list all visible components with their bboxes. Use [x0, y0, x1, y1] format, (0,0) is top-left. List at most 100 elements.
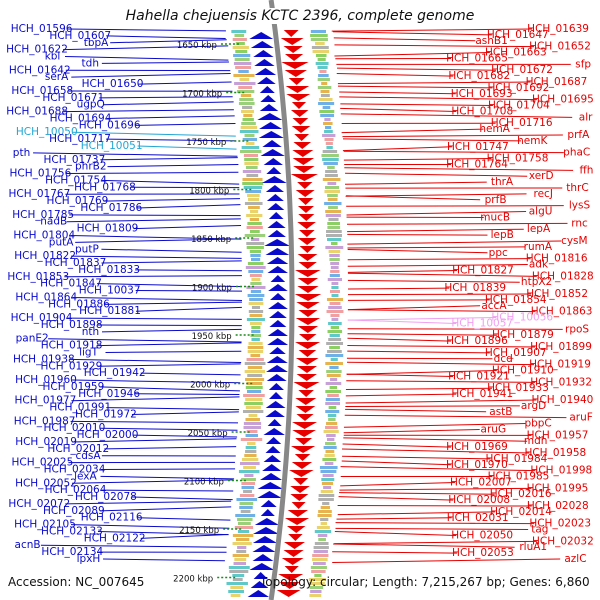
gene-label-hch-01933: HCH_01933: [487, 382, 549, 394]
gene-leader-line: [67, 28, 226, 32]
gene-label-aruf: aruF: [569, 412, 592, 424]
reverse-gene-arrow: [297, 182, 313, 189]
gene-label-hch-01827: HCH_01827: [452, 264, 514, 276]
forward-gene-arrow: [259, 104, 279, 111]
gene-leader-line: [135, 393, 240, 395]
reverse-gene-arrow: [292, 150, 314, 157]
feature-block: [247, 294, 265, 297]
gene-label-ffh: ffh: [579, 164, 593, 176]
gene-label-hch-01717: HCH_01717: [49, 133, 111, 145]
gene-leader-line: [345, 181, 487, 185]
feature-block: [328, 218, 339, 221]
gene-leader-line: [340, 113, 573, 118]
kbp-tick-label: 2150 kbp: [179, 526, 219, 536]
feature-block: [241, 110, 254, 113]
gene-label-hch-01754: HCH_01754: [45, 174, 107, 186]
feature-block: [329, 386, 338, 389]
feature-block: [318, 498, 334, 501]
gene-leader-line: [347, 264, 528, 267]
kbp-tick-label: 1700 kbp: [182, 90, 222, 100]
forward-gene-arrow: [247, 590, 270, 597]
feature-block: [319, 110, 335, 113]
gene-leader-line: [137, 517, 231, 521]
feature-block: [310, 34, 328, 37]
gene-label-hch-01696: HCH_01696: [79, 119, 141, 131]
feature-block: [245, 266, 266, 269]
gene-label-hch-01692: HCH_01692: [488, 82, 550, 94]
gene-label-hch-02050: HCH_02050: [451, 529, 513, 541]
gene-leader-line: [63, 109, 234, 113]
feature-block: [243, 466, 256, 469]
feature-block: [229, 570, 249, 573]
gene-label-prfa: prfA: [567, 129, 590, 141]
gene-leader-line: [75, 238, 242, 243]
gene-leader-line: [347, 328, 563, 330]
gene-leader-line: [97, 530, 229, 536]
gene-label-hch-02000: HCH_02000: [77, 429, 139, 441]
gene-label-hch-01758: HCH_01758: [487, 153, 549, 165]
feature-block: [246, 430, 258, 433]
feature-block: [327, 414, 337, 417]
feature-block: [250, 238, 260, 241]
reverse-gene-arrow: [296, 374, 317, 381]
feature-block: [329, 302, 341, 305]
feature-block: [323, 446, 337, 449]
gene-label-hch-01907: HCH_01907: [485, 347, 547, 359]
feature-block: [317, 86, 332, 89]
feature-block: [241, 458, 259, 461]
gene-leader-line: [97, 342, 242, 347]
gene-leader-line: [67, 317, 242, 320]
gene-leader-line: [334, 52, 490, 57]
gene-leader-line: [97, 363, 241, 367]
feature-block: [244, 234, 266, 237]
gene-label-hch-01969: HCH_01969: [446, 441, 508, 453]
gene-leader-line: [345, 408, 487, 413]
feature-bands: [226, 0, 344, 600]
feature-block: [242, 170, 262, 173]
feature-block: [247, 262, 264, 265]
gene-label-hch-01977: HCH_01977: [14, 395, 76, 407]
feature-block: [310, 590, 322, 593]
forward-gene-arrow: [252, 554, 274, 561]
feature-block: [232, 578, 243, 581]
feature-block: [325, 390, 342, 393]
feature-block: [234, 58, 250, 61]
feature-block: [244, 362, 266, 365]
gene-label-tdh: tdh: [82, 57, 99, 69]
gene-label-hch-01756: HCH_01756: [10, 168, 72, 180]
reverse-gene-arrow: [293, 166, 315, 173]
gene-label-hch-01647: HCH_01647: [487, 29, 549, 41]
gene-leader-line: [344, 414, 567, 419]
feature-block: [328, 206, 338, 209]
feature-block: [235, 66, 252, 69]
forward-gene-arrow: [267, 266, 288, 273]
feature-block: [244, 474, 254, 477]
gene-label-hch-01839: HCH_01839: [444, 282, 506, 294]
reverse-gene-arrow: [292, 118, 309, 125]
gene-label-mucb: mucB: [480, 211, 510, 223]
feature-block: [246, 174, 259, 177]
gene-leader-line: [332, 558, 561, 563]
gene-label-azlc: azlC: [564, 553, 586, 565]
feature-block: [320, 506, 331, 509]
feature-block: [228, 590, 245, 593]
gene-leader-line: [339, 487, 532, 491]
reverse-gene-arrow: [295, 438, 313, 445]
gene-label-hch-01847: HCH_01847: [40, 278, 102, 290]
gene-leader-line: [346, 373, 453, 377]
feature-block: [249, 218, 260, 221]
feature-block: [246, 242, 265, 245]
gene-leader-line: [102, 101, 234, 106]
feature-block: [233, 54, 251, 57]
feature-block: [242, 138, 257, 141]
feature-block: [246, 214, 263, 217]
feature-block: [325, 382, 342, 385]
gene-label-hch-01658: HCH_01658: [11, 85, 73, 97]
gene-leader-line: [337, 511, 496, 516]
feature-block: [251, 258, 261, 261]
reverse-gene-arrow: [297, 238, 317, 245]
feature-block: [318, 74, 329, 77]
feature-block: [245, 190, 262, 193]
